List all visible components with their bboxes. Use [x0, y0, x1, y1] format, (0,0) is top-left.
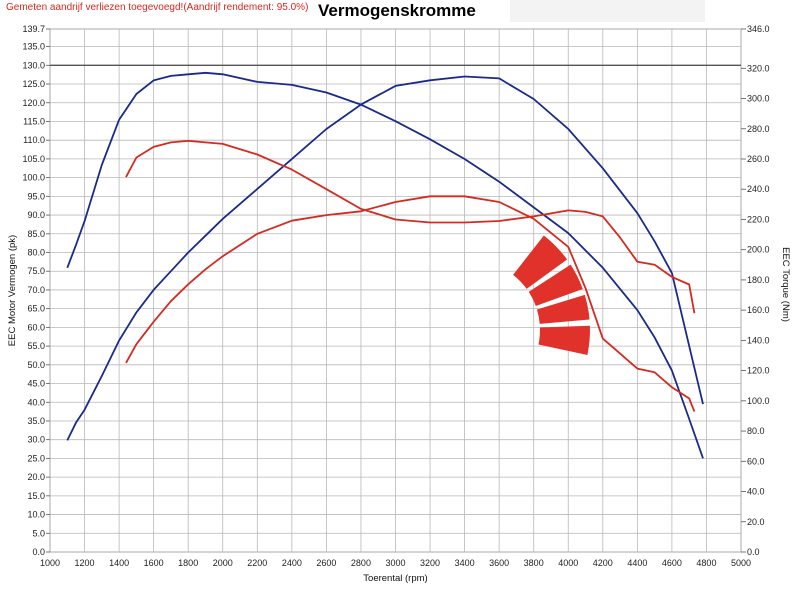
y-tick-label-left: 95.0 [27, 191, 45, 201]
y-tick-label-left: 70.0 [27, 285, 45, 295]
y-tick-label-right: 60.0 [747, 456, 765, 466]
y-tick-label-right: 0.0 [747, 547, 760, 557]
x-tick-label: 2400 [282, 558, 302, 568]
y-axis-label-left: EEC Motor Vermogen (pk) [7, 235, 18, 346]
y-tick-label-left: 115.0 [23, 116, 45, 126]
y-tick-label-right: 346.0 [747, 24, 770, 34]
x-tick-label: 3800 [524, 558, 544, 568]
y-tick-label-left: 5.0 [32, 528, 45, 538]
x-tick-label: 2800 [351, 558, 371, 568]
y-tick-label-left: 20.0 [27, 472, 45, 482]
y-tick-label-right: 80.0 [747, 426, 765, 436]
y-tick-label-right: 260.0 [747, 154, 770, 164]
x-tick-label: 4800 [696, 558, 716, 568]
y-tick-label-right: 140.0 [747, 335, 770, 345]
y-tick-label-right: 280.0 [747, 124, 770, 134]
x-tick-label: 5000 [731, 558, 751, 568]
y-tick-label-left: 85.0 [27, 229, 45, 239]
y-axis-label-right: EEC Torque (Nm) [780, 247, 791, 322]
y-tick-label-right: 240.0 [747, 184, 770, 194]
x-tick-label: 3600 [489, 558, 509, 568]
y-tick-label-right: 20.0 [747, 517, 765, 527]
x-tick-label: 3400 [455, 558, 475, 568]
logo-fan-segment [538, 325, 590, 355]
y-tick-label-left: 25.0 [27, 453, 45, 463]
y-tick-label-left: 90.0 [27, 210, 45, 220]
y-tick-label-left: 125.0 [22, 79, 45, 89]
watermark-logo [513, 235, 590, 355]
y-tick-label-left: 60.0 [27, 322, 45, 332]
y-tick-label-left: 135.0 [22, 42, 45, 52]
y-tick-label-right: 120.0 [747, 366, 770, 376]
y-tick-label-left: 110.0 [23, 135, 45, 145]
y-tick-label-right: 100.0 [747, 396, 770, 406]
tick-labels: 1000 1200 1400 1600 1800 2000 2200 2400 2600 2800… [22, 24, 769, 568]
series-line-red-power [125, 195, 696, 412]
y-tick-label-left: 0.0 [32, 547, 45, 557]
chart-title: Vermogenskromme [318, 1, 476, 20]
curves [66, 71, 704, 459]
y-tick-label-left: 139.7 [22, 24, 45, 34]
x-tick-label: 4400 [627, 558, 647, 568]
y-tick-label-left: 100.0 [22, 173, 45, 183]
x-tick-label: 1200 [75, 558, 95, 568]
x-tick-label: 3200 [420, 558, 440, 568]
y-tick-label-left: 65.0 [27, 304, 45, 314]
y-tick-label-right: 160.0 [747, 305, 770, 315]
y-tick-label-right: 200.0 [747, 245, 770, 255]
y-tick-label-right: 180.0 [747, 275, 770, 285]
y-tick-label-left: 105.0 [22, 154, 45, 164]
y-tick-label-left: 80.0 [27, 248, 45, 258]
x-tick-label: 1000 [40, 558, 60, 568]
y-tick-label-right: 300.0 [747, 94, 770, 104]
series-line-red-torque [125, 140, 696, 314]
logo-fan-segment [513, 235, 568, 289]
x-tick-label: 4600 [662, 558, 682, 568]
logo-fan-segment [536, 294, 590, 324]
x-axis-label: Toerental (rpm) [363, 573, 427, 584]
y-tick-label-left: 40.0 [27, 397, 45, 407]
x-tick-label: 2200 [247, 558, 267, 568]
y-tick-label-left: 75.0 [27, 266, 45, 276]
y-tick-label-left: 120.0 [22, 98, 45, 108]
title-background [510, 0, 705, 22]
x-tick-label: 2000 [213, 558, 233, 568]
y-tick-label-left: 45.0 [27, 379, 45, 389]
series-line-blue-torque [66, 71, 704, 459]
series-line-blue-power [66, 75, 704, 441]
drivetrain-loss-note: Gemeten aandrijf verliezen toegevoegd!(A… [6, 2, 309, 13]
y-tick-label-left: 30.0 [27, 435, 45, 445]
y-tick-label-right: 220.0 [747, 214, 770, 224]
y-tick-label-left: 50.0 [27, 360, 45, 370]
y-tick-label-left: 15.0 [27, 491, 45, 501]
y-tick-label-left: 55.0 [27, 341, 45, 351]
x-tick-label: 4200 [593, 558, 613, 568]
x-tick-label: 4000 [558, 558, 578, 568]
y-tick-label-left: 130.0 [22, 60, 45, 70]
x-tick-label: 1400 [109, 558, 129, 568]
y-tick-label-left: 35.0 [27, 416, 45, 426]
x-tick-label: 3000 [385, 558, 405, 568]
logo-fan-segment [528, 264, 583, 307]
y-tick-label-right: 40.0 [747, 487, 765, 497]
grid [46, 28, 746, 553]
y-tick-label-right: 320.0 [747, 63, 770, 73]
x-tick-label: 2600 [316, 558, 336, 568]
y-tick-label-left: 10.0 [27, 510, 45, 520]
x-tick-label: 1800 [178, 558, 198, 568]
x-tick-label: 1600 [144, 558, 164, 568]
